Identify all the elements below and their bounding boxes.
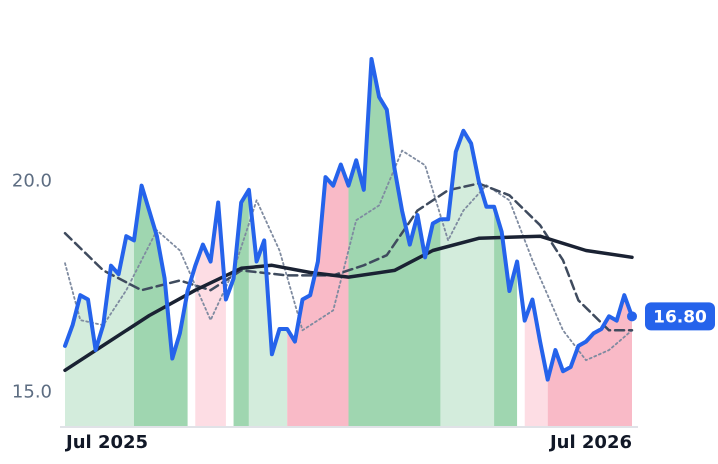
last-value-label: 16.80 [653, 307, 707, 327]
regime-fill [547, 295, 632, 426]
regime-fill [524, 299, 548, 426]
regime-fill [195, 202, 226, 426]
regime-fill [287, 164, 349, 426]
regime-fill [133, 185, 188, 426]
last-value-badge [645, 302, 715, 331]
y-tick-label: 20.0 [12, 170, 52, 191]
x-tick-label: Jul 2025 [64, 432, 148, 453]
regime-fill [65, 236, 134, 426]
x-tick-label: Jul 2026 [548, 432, 632, 453]
moving-average-line [63, 182, 634, 332]
regime-fill [494, 206, 518, 426]
y-tick-label: 15.0 [12, 381, 52, 402]
regime-fill [440, 130, 495, 426]
regime-fill [233, 189, 249, 426]
last-point [627, 311, 637, 322]
price-line [63, 57, 634, 382]
moving-average-line [63, 234, 634, 373]
